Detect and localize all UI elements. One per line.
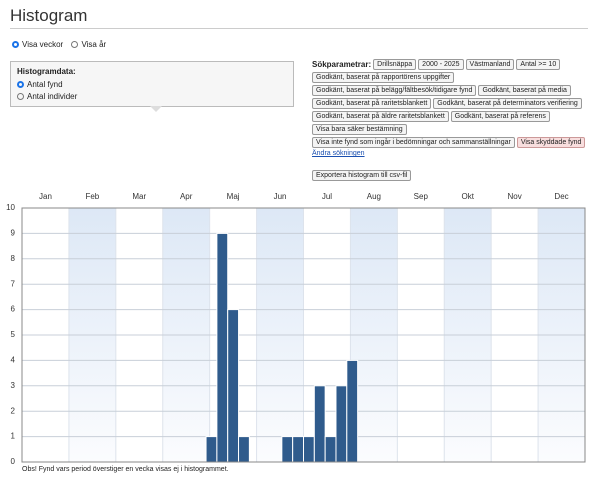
bar	[238, 436, 250, 463]
search-tag[interactable]: Godkänt, baserat på referens	[450, 111, 550, 122]
chart: Jan Feb Mar Apr Maj Jun Jul Aug Sep Okt Nov Dec 0 1 2 3…	[6, 192, 586, 465]
search-tag[interactable]: Godkänt, baserat på media	[478, 85, 571, 96]
radio-label: Visa veckor	[22, 40, 64, 49]
period-options: Visa veckor Visa år	[12, 40, 112, 50]
y-tick-label: 1	[11, 432, 16, 441]
radio-label: Visa år	[81, 40, 107, 49]
bar	[281, 436, 294, 463]
x-tick-label: Okt	[461, 192, 474, 201]
search-tag[interactable]: Visa bara säker bestämning	[312, 124, 407, 135]
y-tick-label: 10	[6, 203, 15, 212]
data-box: Histogramdata: Antal fynd Antal individe…	[10, 61, 294, 107]
box-title: Histogramdata:	[17, 67, 76, 76]
search-tag[interactable]: Godkänt, baserat på raritetsblankett	[312, 98, 432, 109]
x-tick-label: Aug	[367, 192, 381, 201]
y-tick-label: 3	[11, 381, 16, 390]
x-tick-label: Maj	[227, 192, 240, 201]
x-tick-label: Jan	[39, 192, 52, 201]
search-tag[interactable]: Antal >= 10	[516, 59, 561, 70]
y-tick-label: 0	[11, 457, 16, 465]
data-radio[interactable]: Antal fynd	[17, 80, 281, 89]
y-tick-label: 5	[11, 330, 16, 339]
y-tick-label: 4	[11, 356, 16, 365]
page-title: Histogram	[10, 6, 88, 25]
protected-tag[interactable]: Visa skyddade fynd	[516, 137, 586, 148]
bar	[313, 385, 326, 463]
period-radio[interactable]: Visa år	[71, 40, 106, 49]
bar	[324, 436, 337, 463]
search-label: Sökparametrar:	[312, 60, 372, 69]
export-button[interactable]: Exportera histogram till csv-fil	[312, 170, 412, 181]
search-tag[interactable]: Drillsnäppa	[373, 59, 417, 70]
bar	[205, 436, 218, 463]
search-tag[interactable]: Godkänt, baserat på belägg/fältbesök/tid…	[312, 85, 477, 96]
plot-border	[21, 207, 586, 463]
search-tag[interactable]: Visa inte fynd som ingår i bedömningar o…	[312, 137, 515, 148]
search-tag[interactable]: 2000 - 2025	[418, 59, 464, 70]
x-tick-label: Dec	[554, 192, 568, 201]
search-tag[interactable]: Västmanland	[465, 59, 515, 70]
radio-label: Antal individer	[27, 92, 78, 101]
bar	[227, 309, 240, 463]
footnote: Obs! Fynd vars period överstiger en veck…	[22, 466, 229, 473]
bar	[292, 436, 304, 463]
bar	[303, 436, 315, 463]
data-radio[interactable]: Antal individer	[17, 92, 281, 101]
search-params: Sökparametrar: Drillsnäppa 2000 - 2025 Väs…	[312, 59, 592, 157]
radio-label: Antal fynd	[27, 80, 63, 89]
x-tick-label: Jul	[322, 192, 332, 201]
x-tick-label: Apr	[180, 192, 193, 201]
x-tick-label: Nov	[508, 192, 522, 201]
bar	[346, 359, 359, 463]
box-pointer	[150, 106, 162, 112]
y-tick-label: 7	[11, 279, 16, 288]
y-tick-label: 6	[11, 305, 16, 314]
period-radio[interactable]: Visa veckor	[12, 40, 63, 49]
y-tick-label: 8	[11, 254, 16, 263]
search-tag[interactable]: Godkänt, baserat på rapportörens uppgift…	[312, 72, 455, 83]
search-tag[interactable]: Godkänt, baserat på äldre raritetsblanke…	[312, 111, 449, 122]
x-tick-label: Feb	[85, 192, 99, 201]
x-tick-label: Mar	[132, 192, 146, 201]
x-tick-label: Jun	[274, 192, 287, 201]
search-tag[interactable]: Godkänt, baserat på determinators verifi…	[433, 98, 582, 109]
x-tick-label: Sep	[414, 192, 429, 201]
title-rule	[10, 28, 588, 29]
bar	[335, 385, 348, 463]
y-tick-label: 9	[11, 229, 16, 238]
change-link[interactable]: Ändra sökningen	[312, 150, 365, 157]
y-tick-label: 2	[11, 406, 16, 415]
bar	[216, 232, 229, 463]
